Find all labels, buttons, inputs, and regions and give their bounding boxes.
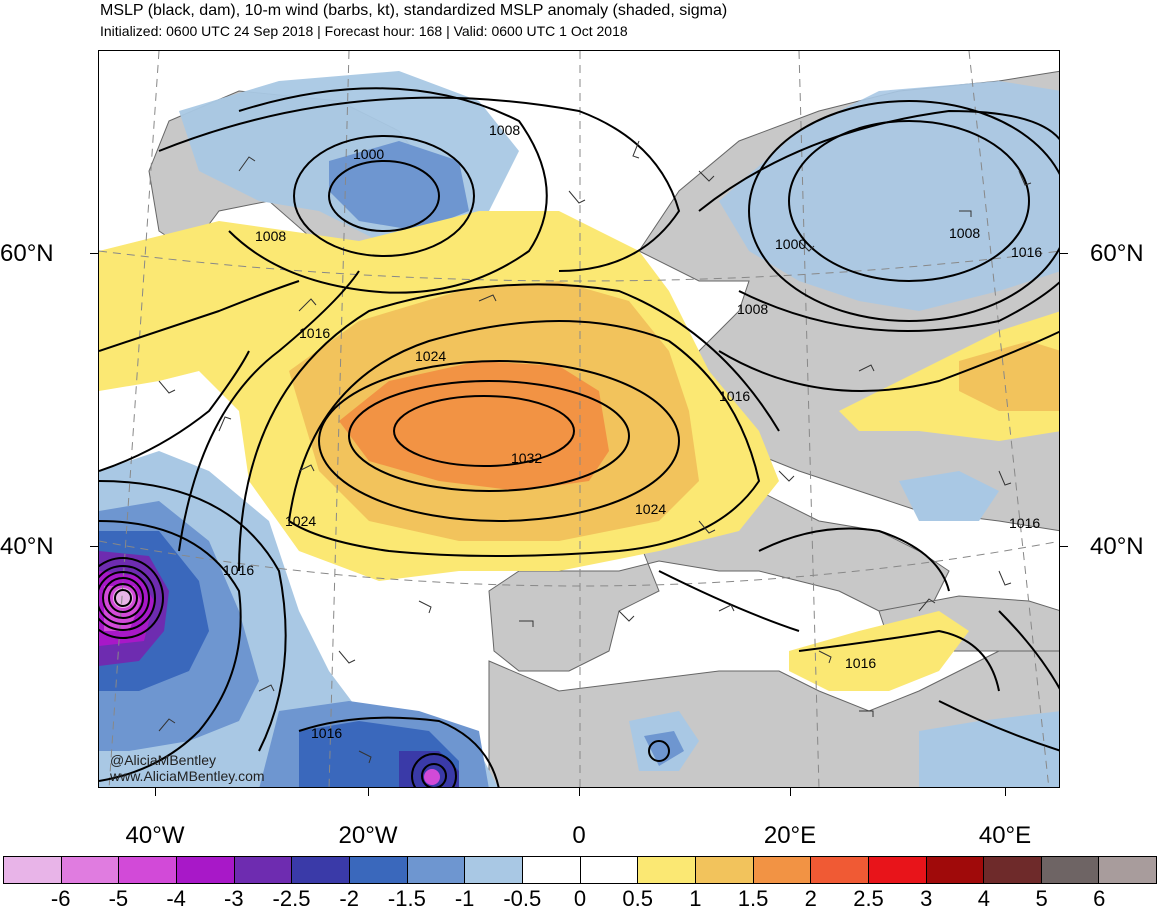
lat-tick bbox=[1060, 253, 1068, 254]
anomaly-shading bbox=[99, 71, 1059, 787]
colorbar-label: -0.5 bbox=[503, 886, 542, 911]
isobar-label: 1016 bbox=[311, 725, 342, 741]
lat-label-40n-right: 40°N bbox=[1090, 533, 1144, 560]
colorbar-cell bbox=[638, 857, 696, 883]
colorbar-cell bbox=[811, 857, 869, 883]
colorbar-label: 1 bbox=[689, 886, 702, 911]
colorbar-cell bbox=[522, 857, 581, 883]
colorbar-cell bbox=[176, 857, 235, 883]
credit-website: www.AliciaMBentley.com bbox=[110, 768, 265, 784]
chart-subtitle: Initialized: 0600 UTC 24 Sep 2018 | Fore… bbox=[100, 23, 628, 39]
lon-label-40w: 40°W bbox=[125, 822, 185, 849]
lon-tick bbox=[1005, 788, 1006, 796]
isobar-label: 1008 bbox=[489, 122, 520, 138]
colorbar-label: 4 bbox=[977, 886, 991, 911]
isobar-label: 1032 bbox=[511, 450, 542, 466]
isobar-label: 1008 bbox=[255, 228, 286, 244]
map-panel: 1000 1008 1008 1000 1008 1016 1008 1016 … bbox=[98, 50, 1060, 788]
colorbar-cell bbox=[580, 857, 639, 883]
colorbar-label: 5 bbox=[1035, 886, 1048, 911]
colorbar bbox=[3, 856, 1157, 884]
lon-label-20e: 20°E bbox=[763, 822, 817, 849]
wind-barbs bbox=[158, 140, 1032, 764]
lat-label-40n-left: 40°N bbox=[0, 533, 54, 560]
colorbar-cell bbox=[4, 857, 62, 883]
colorbar-label: -3 bbox=[224, 886, 244, 911]
colorbar-cell bbox=[1099, 857, 1157, 883]
lat-label-60n-left: 60°N bbox=[0, 240, 54, 267]
colorbar-cell bbox=[695, 857, 754, 883]
colorbar-cell bbox=[61, 857, 120, 883]
isobar-label: 1000 bbox=[775, 236, 806, 252]
colorbar-label: -1 bbox=[454, 886, 475, 911]
colorbar-label: -1.5 bbox=[387, 886, 426, 911]
colorbar-labels: -6 -5 -4 -3 -2.5 -2 -1.5 -1 -0.5 0 0.5 1 1.5 2 2.5 3 4 5 6 bbox=[3, 886, 1157, 912]
chart-title: MSLP (black, dam), 10-m wind (barbs, kt)… bbox=[100, 2, 728, 19]
lat-label-60n-right: 60°N bbox=[1090, 240, 1144, 267]
colorbar-label: 6 bbox=[1093, 886, 1106, 911]
map-svg: 1000 1008 1008 1000 1008 1016 1008 1016 … bbox=[99, 51, 1059, 787]
isobar-label: 1016 bbox=[719, 388, 750, 404]
colorbar-label: 2 bbox=[804, 886, 817, 911]
isobar-label: 1008 bbox=[949, 225, 980, 241]
isobars bbox=[99, 87, 1059, 787]
isobar-label: 1008 bbox=[737, 301, 768, 317]
colorbar-label: -4 bbox=[166, 886, 186, 911]
isobar-label: 1024 bbox=[285, 513, 316, 529]
isobar-label: 1016 bbox=[223, 562, 254, 578]
colorbar-cell bbox=[926, 857, 985, 883]
isobar-label: 1000 bbox=[353, 146, 384, 162]
colorbar-cell bbox=[349, 857, 408, 883]
colorbar-cell bbox=[407, 857, 466, 883]
isobar-label: 1024 bbox=[415, 348, 446, 364]
colorbar-cell bbox=[119, 857, 177, 883]
colorbar-label: 0 bbox=[573, 886, 587, 911]
colorbar-label: 1.5 bbox=[737, 886, 769, 911]
isobar-labels: 1000 1008 1008 1000 1008 1016 1008 1016 … bbox=[223, 122, 1042, 741]
isobar-label: 1016 bbox=[1011, 244, 1042, 260]
lat-tick bbox=[90, 253, 98, 254]
colorbar-label: -2.5 bbox=[272, 886, 311, 911]
colorbar-label: 3 bbox=[920, 886, 933, 911]
colorbar-cell bbox=[868, 857, 927, 883]
colorbar-cell bbox=[984, 857, 1042, 883]
lat-tick bbox=[1060, 546, 1068, 547]
colorbar-cell bbox=[465, 857, 523, 883]
isobar-label: 1016 bbox=[299, 325, 330, 341]
colorbar-label: -2 bbox=[339, 886, 359, 911]
lon-tick bbox=[368, 788, 369, 796]
lon-label-0: 0 bbox=[572, 822, 586, 849]
lat-tick bbox=[90, 546, 98, 547]
isobar-label: 1024 bbox=[635, 501, 666, 517]
lon-tick bbox=[790, 788, 791, 796]
lon-label-20w: 20°W bbox=[338, 822, 398, 849]
lon-label-40e: 40°E bbox=[978, 822, 1032, 849]
lon-tick bbox=[579, 788, 580, 796]
colorbar-label: 0.5 bbox=[622, 886, 653, 911]
isobar-label: 1016 bbox=[845, 655, 876, 671]
credit-handle: @AliciaMBentley bbox=[110, 752, 217, 768]
lon-tick bbox=[155, 788, 156, 796]
colorbar-cell bbox=[292, 857, 350, 883]
colorbar-label: -6 bbox=[50, 886, 71, 911]
colorbar-label: 2.5 bbox=[853, 886, 884, 911]
colorbar-cell bbox=[1041, 857, 1100, 883]
colorbar-label: -5 bbox=[108, 886, 129, 911]
colorbar-cell bbox=[753, 857, 812, 883]
colorbar-cell bbox=[234, 857, 293, 883]
isobar-label: 1016 bbox=[1009, 515, 1040, 531]
